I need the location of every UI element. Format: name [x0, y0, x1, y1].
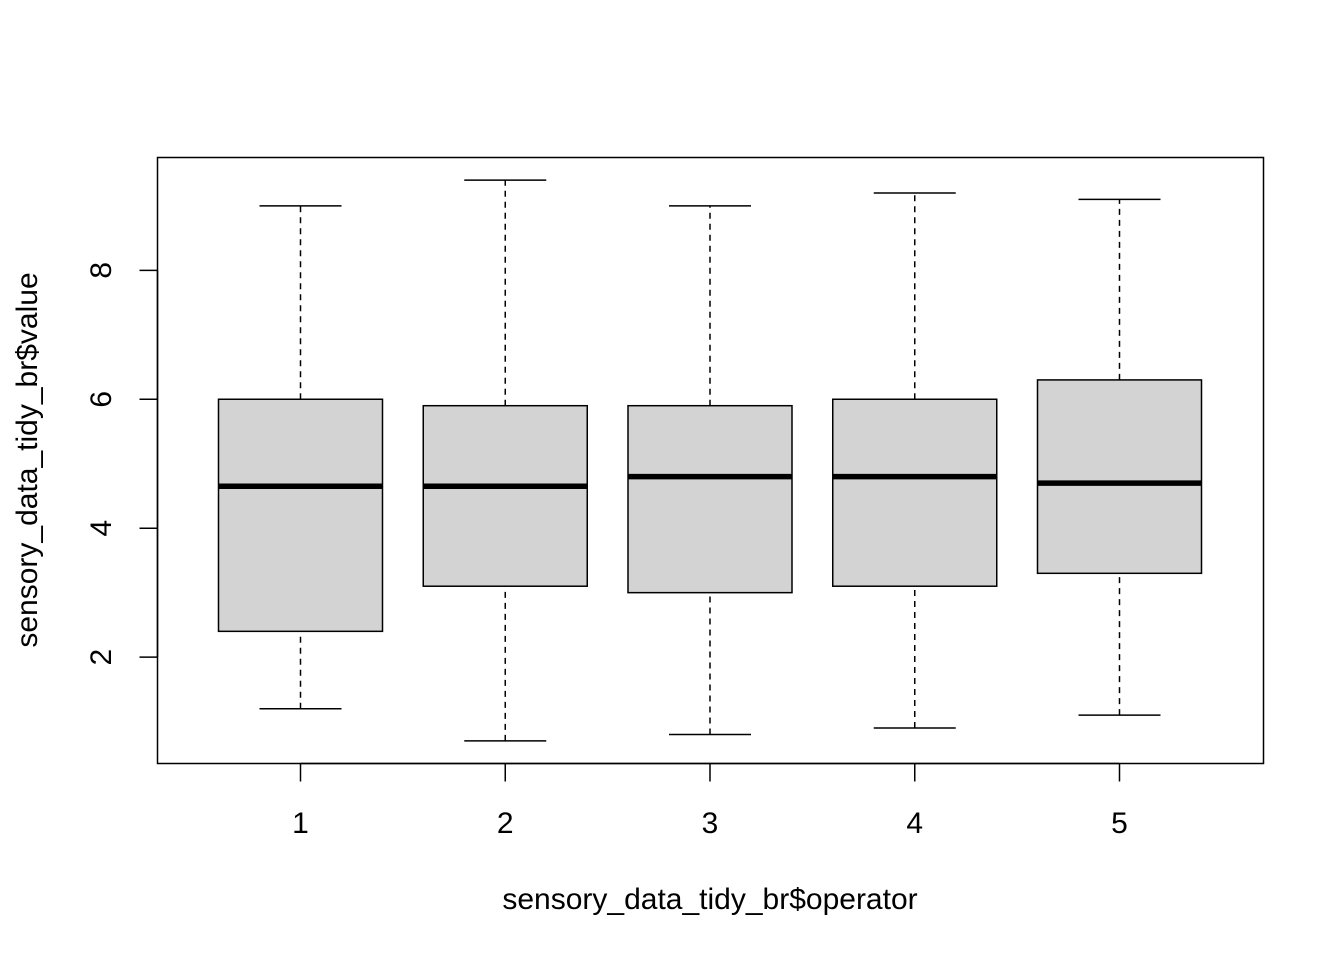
box-3 — [627, 205, 793, 736]
x-tick-label-5: 5 — [1111, 807, 1128, 840]
x-tick-label-1: 1 — [292, 807, 309, 840]
iqr-box-2 — [422, 404, 588, 587]
x-axis: 1 2 3 4 5 — [292, 762, 1128, 840]
y-tick-label-4: 4 — [85, 520, 118, 537]
y-tick-label-8: 8 — [85, 262, 118, 279]
x-tick-label-2: 2 — [497, 807, 514, 840]
y-axis: 2 4 6 8 — [85, 262, 159, 666]
y-axis-label: sensory_data_tidy_br$value — [11, 272, 44, 647]
x-tick-label-3: 3 — [702, 807, 719, 840]
y-tick-label-6: 6 — [85, 391, 118, 408]
box-2 — [422, 179, 588, 742]
x-tick-label-4: 4 — [906, 807, 923, 840]
box-4 — [832, 192, 998, 729]
box-1 — [217, 205, 384, 710]
iqr-box-4 — [832, 398, 998, 587]
iqr-box-1 — [217, 398, 384, 633]
boxes-group — [217, 179, 1203, 742]
y-tick-label-2: 2 — [85, 649, 118, 666]
x-axis-label: sensory_data_tidy_br$operator — [502, 883, 917, 916]
box-5 — [1036, 198, 1203, 716]
iqr-box-3 — [627, 404, 793, 594]
iqr-box-5 — [1036, 379, 1203, 575]
